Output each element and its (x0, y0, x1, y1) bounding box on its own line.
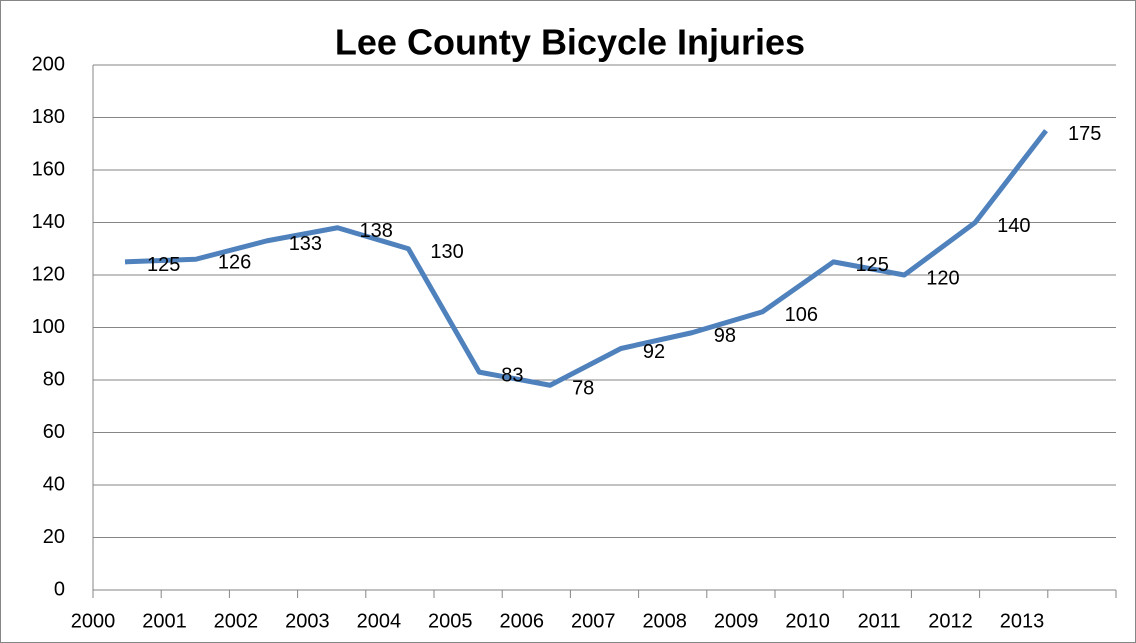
y-tick-label: 200 (32, 53, 65, 75)
y-tick-label: 60 (43, 421, 65, 443)
y-tick-label: 180 (32, 106, 65, 128)
y-tick-label: 20 (43, 526, 65, 548)
x-tick-label: 2012 (928, 610, 973, 632)
x-tick-label: 2009 (714, 610, 759, 632)
line-series (124, 129, 1048, 388)
x-tick-label: 2002 (214, 610, 259, 632)
data-label: 78 (572, 378, 594, 400)
data-label: 130 (430, 241, 463, 263)
chart-title: Lee County Bicycle Injuries (335, 22, 805, 63)
x-tick-label: 2013 (1000, 610, 1045, 632)
data-label: 92 (643, 341, 665, 363)
data-label: 98 (714, 325, 736, 347)
x-tick-label: 2008 (642, 610, 687, 632)
data-label: 125 (855, 254, 888, 276)
x-tick-label: 2004 (357, 610, 402, 632)
y-tick-label: 100 (32, 316, 65, 338)
data-label: 140 (997, 215, 1030, 237)
data-label: 83 (501, 364, 523, 386)
x-tick-label: 2005 (428, 610, 473, 632)
data-label: 106 (785, 304, 818, 326)
data-label: 138 (360, 220, 393, 242)
data-label: 125 (147, 254, 180, 276)
y-tick-label: 160 (32, 158, 65, 180)
data-label: 126 (218, 252, 251, 274)
y-tick-label: 120 (32, 263, 65, 285)
data-label: 175 (1068, 123, 1101, 145)
x-tick-label: 2010 (785, 610, 830, 632)
x-tick-label: 2006 (500, 610, 545, 632)
x-tick-label: 2011 (858, 610, 901, 632)
y-tick-label: 80 (43, 368, 65, 390)
x-tick-label: 2003 (285, 610, 330, 632)
x-tick-label: 2007 (571, 610, 616, 632)
data-label: 120 (926, 267, 959, 289)
y-tick-label: 0 (54, 578, 65, 600)
y-tick-label: 40 (43, 473, 65, 495)
y-tick-label: 140 (32, 211, 65, 233)
x-tick-label: 2001 (142, 610, 187, 632)
x-tick-label: 2000 (71, 610, 116, 632)
data-label: 133 (289, 233, 322, 255)
